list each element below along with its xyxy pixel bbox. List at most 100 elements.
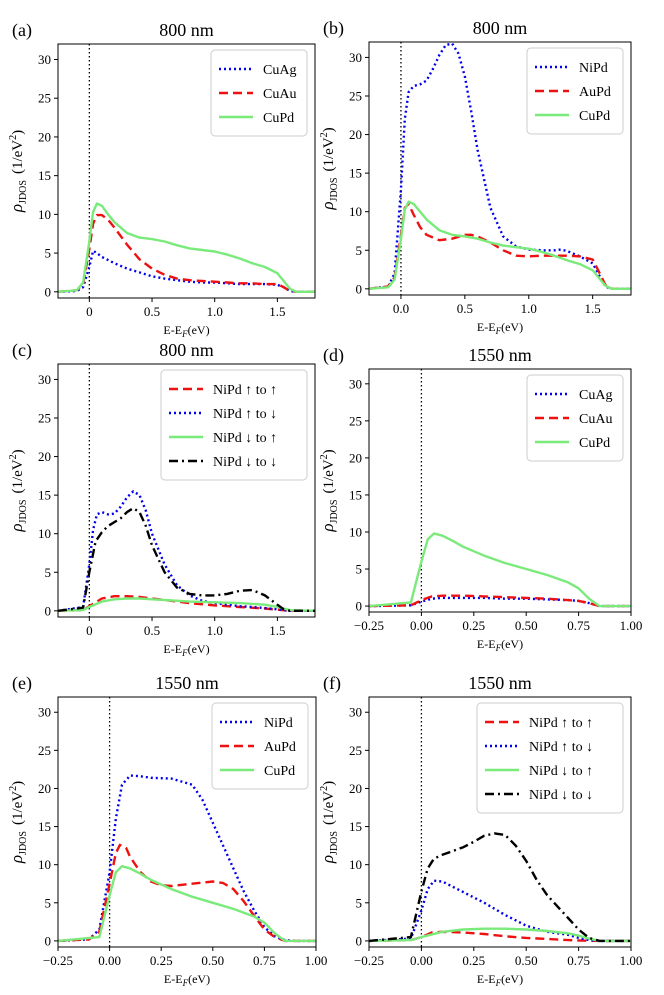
x-axis-label-base: E-E xyxy=(163,642,182,656)
legend-label-2: CuPd xyxy=(579,436,610,451)
axes-frame xyxy=(57,696,317,948)
series-line-2 xyxy=(58,202,315,293)
y-axis-label: ρJDOS (1/eV2) xyxy=(318,449,340,532)
panel-label: (a) xyxy=(12,20,32,41)
legend-label-1: AuPd xyxy=(264,740,296,755)
y-tick-label: 0 xyxy=(356,281,363,296)
legend-label-3: NiPd ↓ to ↓ xyxy=(213,455,277,470)
series-line-0 xyxy=(369,42,631,290)
x-tick-label: 0.75 xyxy=(253,953,276,968)
y-axis-label-unit: (1/eV xyxy=(10,459,26,493)
x-tick-label: 0.50 xyxy=(515,618,538,633)
x-axis-label-unit: (eV) xyxy=(501,972,523,986)
x-tick-label: 1.5 xyxy=(269,304,285,319)
y-tick-label: 20 xyxy=(38,449,51,464)
series-line-2 xyxy=(369,532,631,608)
y-tick-label: 30 xyxy=(38,52,51,67)
y-tick-label: 15 xyxy=(38,819,51,834)
legend-label-1: CuAu xyxy=(579,412,612,427)
y-tick-label: 30 xyxy=(38,705,51,720)
series-line-2 xyxy=(369,927,631,943)
legend-box xyxy=(476,702,624,814)
y-axis-label: ρJDOS (1/eV2) xyxy=(318,781,340,864)
x-axis-label-base: E-E xyxy=(477,972,496,986)
y-tick-label: 0 xyxy=(45,284,52,299)
series-line-2 xyxy=(58,597,315,612)
legend: NiPd ↑ to ↑ NiPd ↑ to ↓ NiPd ↓ to ↑ NiPd ↓ … xyxy=(160,369,308,481)
y-axis-label-unit: (1/eV xyxy=(10,791,26,825)
y-tick-label: 5 xyxy=(45,565,52,580)
x-tick-label: 0.50 xyxy=(515,953,538,968)
panel-title: 800 nm xyxy=(473,18,528,38)
y-axis-label: ρJDOS (1/eV2) xyxy=(318,127,340,210)
y-axis-label-rho: ρ xyxy=(7,523,26,532)
x-axis-label: E-EF(eV) xyxy=(163,323,209,339)
x-tick-label: 0 xyxy=(86,304,93,319)
y-axis-label-rho: ρ xyxy=(7,204,26,213)
y-axis-label-sub: JDOS xyxy=(329,500,340,524)
x-axis-label-sub: F xyxy=(181,329,188,339)
x-tick-label: 0.75 xyxy=(567,953,590,968)
x-tick-label: 0.5 xyxy=(144,304,160,319)
x-tick-label: 1.00 xyxy=(620,953,643,968)
series-line-1 xyxy=(369,202,631,290)
y-tick-label: 5 xyxy=(356,895,363,910)
series-line-3 xyxy=(369,832,631,943)
panel-5: (f) 1550 nm −0.25 0.00 0.25 0.50 0.75 1.00 0 5 10 1… xyxy=(318,673,642,988)
panel-4: (e) 1550 nm −0.25 0.00 0.25 0.50 0.75 1.00 0 5 10 1… xyxy=(7,673,327,988)
x-tick-label: 1.0 xyxy=(207,304,223,319)
y-tick-label: 5 xyxy=(45,895,52,910)
legend-label-1: CuAu xyxy=(263,87,296,102)
x-axis-label-sub: F xyxy=(495,978,502,988)
y-tick-label: 10 xyxy=(38,857,51,872)
y-tick-label: 0 xyxy=(45,933,52,948)
series-line-1 xyxy=(58,213,315,293)
y-tick-label: 15 xyxy=(38,488,51,503)
legend-label-2: CuPd xyxy=(579,109,610,124)
y-axis-label-sup: 2 xyxy=(8,135,19,140)
series-line-0 xyxy=(58,249,315,293)
x-tick-label: 0.0 xyxy=(393,301,409,316)
x-tick-label: 0.5 xyxy=(144,623,160,638)
legend-label-1: NiPd ↑ to ↓ xyxy=(529,740,593,755)
legend-label-0: NiPd xyxy=(579,61,608,76)
axes-frame xyxy=(368,696,632,948)
legend-label-2: CuPd xyxy=(264,764,295,779)
panel-label: (f) xyxy=(323,673,341,694)
axes-frame xyxy=(57,363,316,618)
panel-1: (b) 800 nm 0.0 0.5 1.0 1.5 0 5 10 15 20 25 30 E-EF(eV… xyxy=(318,18,632,336)
x-axis-label-unit: (eV) xyxy=(501,320,523,334)
y-tick-label: 30 xyxy=(349,705,362,720)
y-tick-label: 15 xyxy=(349,819,362,834)
x-tick-label: 0.50 xyxy=(201,953,224,968)
y-tick-label: 10 xyxy=(349,524,362,539)
y-axis-label: ρJDOS (1/eV2) xyxy=(7,449,29,532)
y-tick-label: 15 xyxy=(349,487,362,502)
legend: CuAg CuAu CuPd xyxy=(526,374,624,462)
panel-title: 1550 nm xyxy=(155,673,219,693)
x-axis-label-sub: F xyxy=(495,643,502,653)
panel-title: 800 nm xyxy=(159,340,214,360)
x-tick-label: 0.00 xyxy=(98,953,121,968)
y-axis-label-sup: 2 xyxy=(8,454,19,459)
x-tick-label: 1.00 xyxy=(620,618,643,633)
y-tick-label: 10 xyxy=(38,526,51,541)
legend-label-1: NiPd ↑ to ↓ xyxy=(213,407,277,422)
y-tick-label: 10 xyxy=(349,204,362,219)
x-axis-label-sub: F xyxy=(181,648,188,658)
x-axis-label-sub: F xyxy=(495,326,502,336)
panel-2: (c) 800 nm 0 0.5 1.0 1.5 0 5 10 15 20 25 30 E-EF(eV) ρ… xyxy=(7,340,316,658)
legend-box xyxy=(526,47,624,135)
x-tick-label: −0.25 xyxy=(354,618,384,633)
y-axis-label-rho: ρ xyxy=(7,855,26,864)
x-tick-label: 0.00 xyxy=(410,953,433,968)
x-axis-label: E-EF(eV) xyxy=(477,320,523,336)
x-tick-label: 0.25 xyxy=(150,953,173,968)
x-tick-label: 0.25 xyxy=(462,618,485,633)
series-line-0 xyxy=(58,774,316,943)
axes-frame xyxy=(368,41,632,296)
y-axis-label-unit: (1/eV xyxy=(321,791,337,825)
y-axis-label-close: ) xyxy=(321,449,337,454)
legend-box xyxy=(211,702,309,790)
y-tick-label: 20 xyxy=(38,781,51,796)
